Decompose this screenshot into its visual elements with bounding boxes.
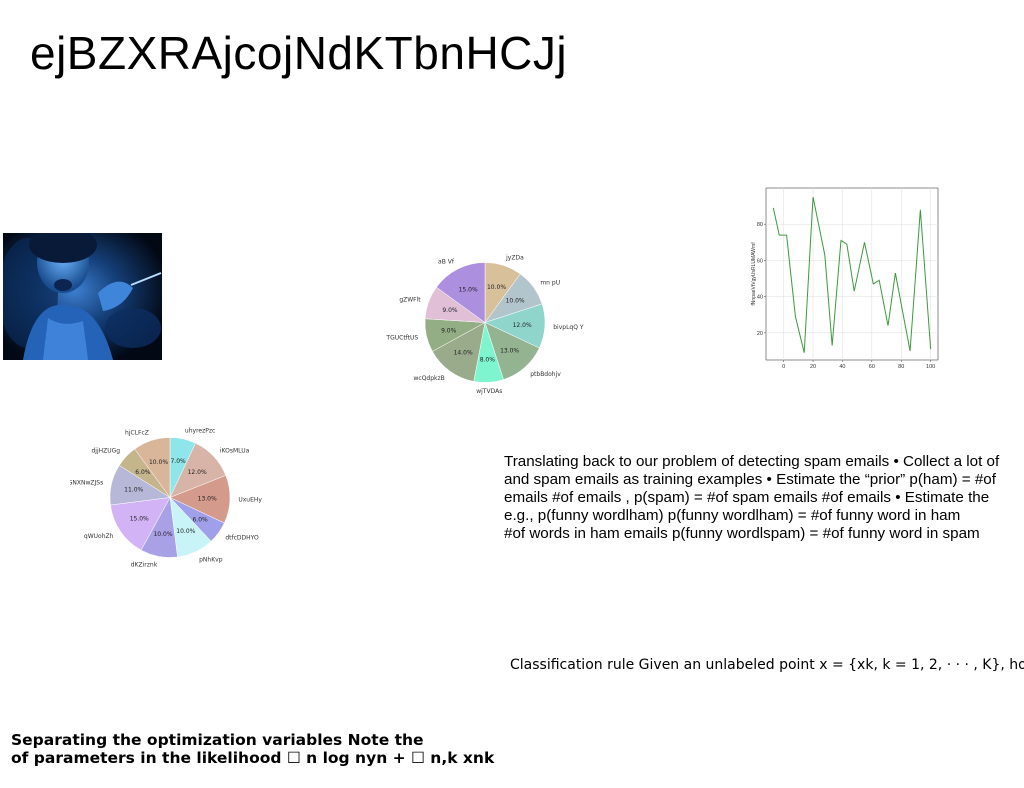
- footer-text: Separating the optimization variables No…: [11, 731, 494, 767]
- pie-percent-label: 9.0%: [442, 307, 458, 314]
- pie-percent-label: 15.0%: [459, 286, 478, 293]
- pie-percent-label: 14.0%: [454, 350, 473, 357]
- line-svg: 02040608010020406080NMuAOuDNHwFBYUZfLcGt…: [751, 187, 939, 377]
- pie-category-label: aB Vf: [438, 259, 455, 266]
- pie-percent-label: 9.0%: [441, 328, 457, 335]
- pie-slice: [110, 497, 171, 551]
- pie-percent-label: 10.0%: [149, 459, 168, 466]
- pie-category-label: iKOsMLUa: [220, 448, 250, 455]
- pie-percent-label: 11.0%: [124, 486, 143, 493]
- photo-image: [3, 233, 162, 360]
- pie-percent-label: 6.0%: [135, 469, 151, 476]
- pie-category-label: djjHZUGg: [92, 448, 121, 455]
- body-paragraph: Translating back to our problem of detec…: [504, 453, 1024, 543]
- classification-rule-text: Classification rule Given an unlabeled p…: [510, 657, 1024, 673]
- pie-slice: [432, 322, 486, 382]
- pie-slice: [134, 437, 171, 499]
- body-line: Translating back to our problem of detec…: [504, 453, 1000, 470]
- y-tick-label: 60: [757, 258, 763, 264]
- footer-line: of parameters in the likelihood ☐ n log …: [11, 749, 495, 767]
- pie-category-label: mn pU: [540, 279, 560, 286]
- pie-percent-label: 10.0%: [176, 528, 195, 535]
- pie-percent-label: 15.0%: [130, 515, 149, 522]
- x-tick-label: 40: [839, 364, 845, 370]
- x-tick-label: 80: [898, 364, 904, 370]
- pie-percent-label: 6.0%: [192, 516, 208, 523]
- y-axis-label: fNnpaeVtVgyUsRLUMAWmf: [751, 242, 757, 306]
- pie-percent-label: 10.0%: [487, 284, 506, 291]
- pie-percent-label: 13.0%: [198, 496, 217, 503]
- pie-category-label: wcQdpkzB: [413, 375, 444, 382]
- pie-category-label: UxuEHy: [238, 497, 262, 504]
- photo-art: [3, 233, 162, 360]
- pie-category-label: wjTVDAs: [476, 388, 502, 395]
- pie-percent-label: 13.0%: [500, 347, 519, 354]
- pie-category-label: jyZDa: [505, 254, 524, 261]
- pie-category-label: OGNXNwZJSs: [70, 480, 103, 487]
- line-chart: 02040608010020406080NMuAOuDNHwFBYUZfLcGt…: [748, 185, 948, 377]
- series-line: [772, 196, 932, 353]
- slide-title: ejBZXRAjcojNdKTbnHCJj: [30, 27, 568, 79]
- pie-chart-2: 7.0% uhyrezPzc 12.0% iKOsMLUa 13.0% UxuEHy 6.0…: [63, 405, 270, 590]
- pie-category-label: bivpLqQ Y: [553, 324, 584, 331]
- pie-category-label: dtfcDDHYO: [225, 535, 259, 542]
- pie-category-label: dKZirznk: [131, 562, 158, 569]
- body-line: #of words in ham emails p(funny wordlspa…: [504, 525, 980, 542]
- pie-category-label: pNhKvp: [199, 556, 223, 563]
- pie-chart-1: 10.0% jyZDa 10.0% mn pU 12.0% bivpLqQ Y 13.0% p…: [385, 230, 585, 415]
- pie-category-label: gZWFlt: [399, 296, 421, 303]
- x-tick-label: 100: [926, 364, 935, 370]
- pie-category-label: TGUCtftUS: [385, 334, 418, 341]
- pie-svg: 7.0% uhyrezPzc 12.0% iKOsMLUa 13.0% UxuEHy 6.0…: [63, 428, 262, 569]
- pie-category-label: hjCLFcZ: [125, 429, 149, 436]
- x-tick-label: 20: [810, 364, 816, 370]
- body-line: emails #of emails , p(spam) = #of spam e…: [504, 489, 990, 506]
- pie-category-label: uhyrezPzc: [185, 428, 215, 435]
- pie-category-label: ptbBdohjv: [530, 371, 561, 378]
- x-tick-label: 60: [869, 364, 875, 370]
- y-tick-label: 80: [757, 222, 763, 228]
- pie-svg: 10.0% jyZDa 10.0% mn pU 12.0% bivpLqQ Y 13.0% p…: [385, 254, 584, 395]
- pie-slice: [436, 262, 486, 323]
- footer-line: Separating the optimization variables No…: [11, 731, 424, 749]
- x-tick-label: 0: [782, 364, 785, 370]
- pie-percent-label: 10.0%: [153, 531, 172, 538]
- pie-percent-label: 12.0%: [513, 322, 532, 329]
- body-line: e.g., p(funny wordlham) p(funny wordlham…: [504, 507, 961, 524]
- pie-percent-label: 8.0%: [480, 357, 496, 364]
- pie-percent-label: 10.0%: [506, 298, 525, 305]
- y-tick-label: 20: [757, 331, 763, 337]
- pie-percent-label: 7.0%: [170, 458, 186, 465]
- y-tick-label: 40: [757, 295, 763, 301]
- body-line: and spam emails as training examples • E…: [504, 471, 996, 488]
- pie-percent-label: 12.0%: [188, 469, 207, 476]
- pie-category-label: qWUohZh: [84, 533, 114, 540]
